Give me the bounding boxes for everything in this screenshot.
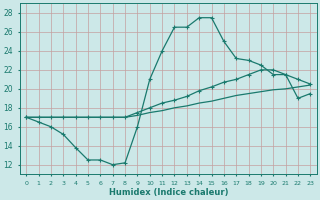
X-axis label: Humidex (Indice chaleur): Humidex (Indice chaleur) xyxy=(108,188,228,197)
